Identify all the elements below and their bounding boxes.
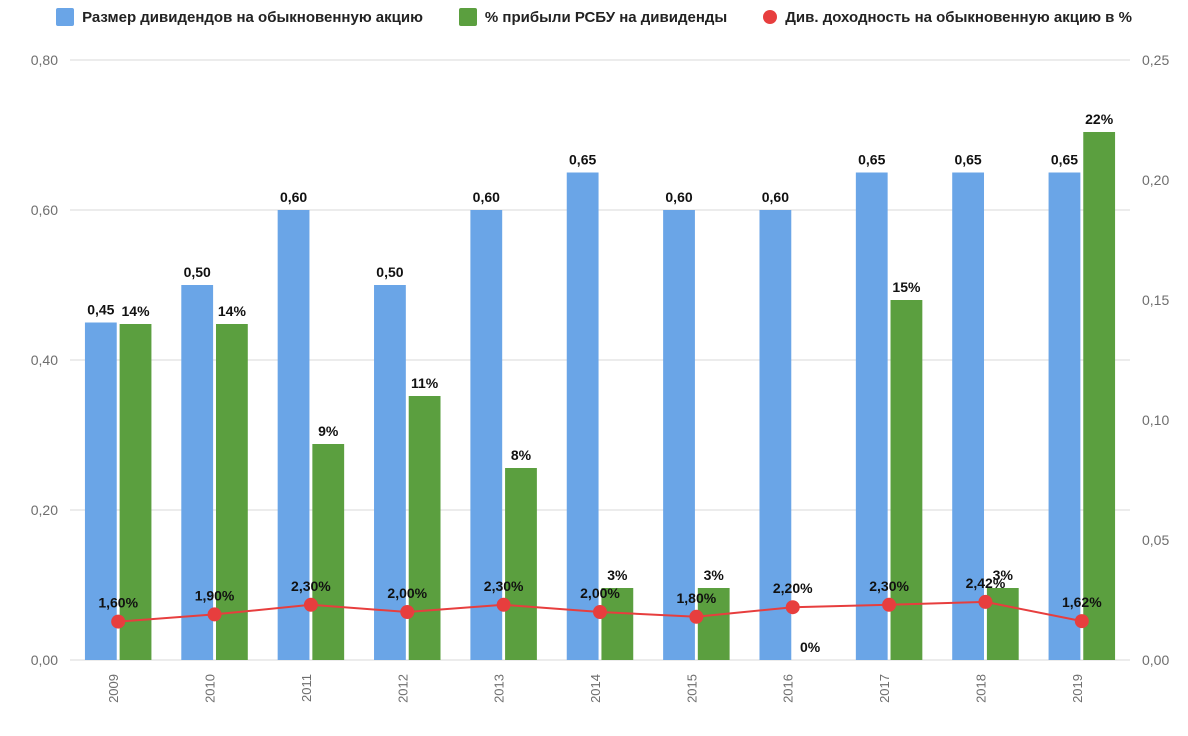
x-category-label: 2017 bbox=[877, 674, 892, 703]
bar bbox=[181, 285, 213, 660]
bar bbox=[1049, 173, 1081, 661]
y-left-tick-label: 0,20 bbox=[31, 502, 58, 518]
x-category-label: 2014 bbox=[588, 674, 603, 703]
yield-value-label: 1,80% bbox=[677, 590, 717, 606]
legend-swatch-bar-icon bbox=[56, 8, 74, 26]
legend-swatch-bar-icon bbox=[459, 8, 477, 26]
y-right-tick-label: 0,00 bbox=[1142, 652, 1169, 668]
bar-value-label: 0,65 bbox=[858, 152, 885, 168]
yield-marker bbox=[786, 600, 800, 614]
bar-value-label: 11% bbox=[411, 375, 439, 391]
yield-value-label: 2,30% bbox=[484, 578, 524, 594]
yield-value-label: 1,60% bbox=[98, 595, 138, 611]
bar-value-label: 0,60 bbox=[665, 189, 692, 205]
x-category-label: 2016 bbox=[781, 674, 796, 703]
yield-marker bbox=[882, 598, 896, 612]
y-left-tick-label: 0,40 bbox=[31, 352, 58, 368]
x-category-label: 2015 bbox=[684, 674, 699, 703]
x-category-label: 2010 bbox=[203, 674, 218, 703]
y-right-tick-label: 0,25 bbox=[1142, 52, 1169, 68]
bar-value-label: 15% bbox=[892, 279, 921, 295]
yield-value-label: 2,30% bbox=[869, 578, 909, 594]
bar-value-label: 0,60 bbox=[280, 189, 307, 205]
bar-value-label: 14% bbox=[122, 303, 151, 319]
legend-swatch-circle-icon bbox=[763, 10, 777, 24]
yield-value-label: 2,00% bbox=[387, 585, 427, 601]
legend: Размер дивидендов на обыкновенную акцию … bbox=[0, 8, 1188, 26]
bar-value-label: 8% bbox=[511, 447, 532, 463]
y-right-tick-label: 0,05 bbox=[1142, 532, 1169, 548]
y-left-tick-label: 0,80 bbox=[31, 52, 58, 68]
y-right-tick-label: 0,15 bbox=[1142, 292, 1169, 308]
yield-value-label: 2,20% bbox=[773, 580, 813, 596]
x-category-label: 2013 bbox=[492, 674, 507, 703]
bar-value-label: 0,65 bbox=[1051, 152, 1078, 168]
y-left-tick-label: 0,00 bbox=[31, 652, 58, 668]
bar-value-label: 0,60 bbox=[473, 189, 500, 205]
x-category-label: 2012 bbox=[395, 674, 410, 703]
y-right-tick-label: 0,10 bbox=[1142, 412, 1169, 428]
yield-marker bbox=[304, 598, 318, 612]
legend-item-yield-pct: Див. доходность на обыкновенную акцию в … bbox=[763, 8, 1132, 26]
bar-value-label: 0,65 bbox=[954, 152, 981, 168]
bar bbox=[409, 396, 441, 660]
yield-marker bbox=[497, 598, 511, 612]
yield-value-label: 1,90% bbox=[195, 587, 235, 603]
bar-value-label: 0,50 bbox=[376, 264, 403, 280]
chart-svg: 0,00 0,20 0,40 0,60 0,80 0,00 0,05 0,10 0,15 0,20… bbox=[0, 0, 1188, 731]
bar-value-label: 0,60 bbox=[762, 189, 789, 205]
bar-value-label: 3% bbox=[607, 567, 628, 583]
bar-value-label: 0,50 bbox=[184, 264, 211, 280]
bar-value-label: 22% bbox=[1085, 111, 1114, 127]
yield-value-label: 2,42% bbox=[966, 575, 1006, 591]
yield-marker bbox=[593, 605, 607, 619]
bar-value-label: 9% bbox=[318, 423, 339, 439]
bar bbox=[216, 324, 248, 660]
x-category-label: 2009 bbox=[106, 674, 121, 703]
bar-value-label: 14% bbox=[218, 303, 247, 319]
yield-marker bbox=[111, 615, 125, 629]
yield-value-label: 1,62% bbox=[1062, 594, 1102, 610]
legend-label: Размер дивидендов на обыкновенную акцию bbox=[82, 9, 423, 26]
yield-marker bbox=[400, 605, 414, 619]
yield-value-label: 2,00% bbox=[580, 585, 620, 601]
bar-value-label: 3% bbox=[704, 567, 725, 583]
dividend-chart: Размер дивидендов на обыкновенную акцию … bbox=[0, 0, 1188, 731]
x-category-label: 2019 bbox=[1070, 674, 1085, 703]
legend-label: % прибыли РСБУ на дивиденды bbox=[485, 9, 727, 26]
y-left-tick-label: 0,60 bbox=[31, 202, 58, 218]
legend-item-dividend-size: Размер дивидендов на обыкновенную акцию bbox=[56, 8, 423, 26]
legend-item-profit-pct: % прибыли РСБУ на дивиденды bbox=[459, 8, 727, 26]
legend-label: Див. доходность на обыкновенную акцию в … bbox=[785, 9, 1132, 26]
x-category-label: 2018 bbox=[973, 674, 988, 703]
bar bbox=[312, 444, 344, 660]
bar-value-label: 0,65 bbox=[569, 152, 596, 168]
yield-marker bbox=[208, 607, 222, 621]
bar bbox=[1083, 132, 1115, 660]
yield-marker bbox=[1075, 614, 1089, 628]
bar-value-label: 0% bbox=[800, 639, 821, 655]
y-right-tick-label: 0,20 bbox=[1142, 172, 1169, 188]
x-category-label: 2011 bbox=[299, 674, 314, 702]
bar bbox=[505, 468, 537, 660]
bar bbox=[374, 285, 406, 660]
bar-value-label: 0,45 bbox=[87, 302, 114, 318]
yield-marker bbox=[978, 595, 992, 609]
yield-value-label: 2,30% bbox=[291, 578, 331, 594]
yield-marker bbox=[689, 610, 703, 624]
